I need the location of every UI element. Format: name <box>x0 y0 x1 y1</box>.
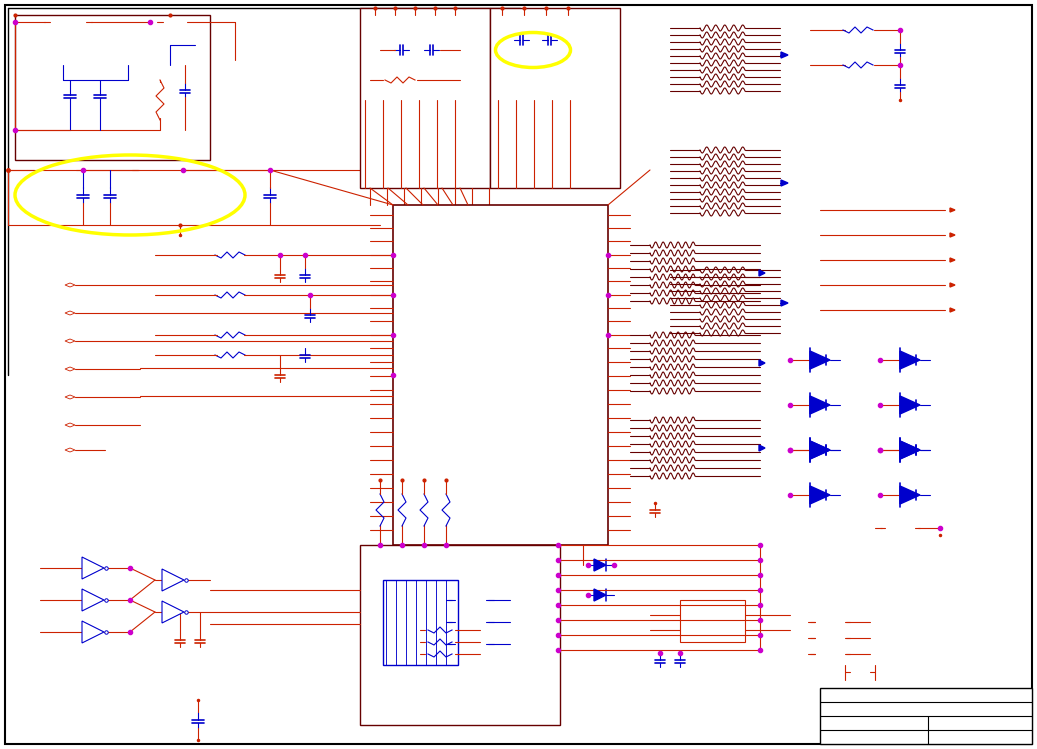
Polygon shape <box>810 441 830 459</box>
Polygon shape <box>759 360 765 366</box>
Polygon shape <box>65 395 75 399</box>
Polygon shape <box>759 270 765 276</box>
Polygon shape <box>65 311 75 315</box>
Polygon shape <box>759 445 765 451</box>
Polygon shape <box>950 258 955 262</box>
Polygon shape <box>810 441 830 459</box>
Polygon shape <box>82 621 104 643</box>
Bar <box>360 8 491 188</box>
Bar <box>15 15 211 160</box>
Polygon shape <box>781 300 788 306</box>
Polygon shape <box>900 396 920 414</box>
Polygon shape <box>65 367 75 371</box>
Bar <box>820 688 1032 744</box>
Polygon shape <box>781 180 788 186</box>
Polygon shape <box>162 569 184 591</box>
Polygon shape <box>810 396 830 414</box>
Polygon shape <box>82 589 104 611</box>
Polygon shape <box>781 52 788 58</box>
Polygon shape <box>162 601 184 623</box>
Polygon shape <box>950 208 955 212</box>
Polygon shape <box>950 283 955 287</box>
Bar <box>393 205 608 545</box>
Polygon shape <box>594 589 606 601</box>
Bar <box>680 600 745 642</box>
Bar <box>383 580 458 665</box>
Polygon shape <box>900 351 920 369</box>
Polygon shape <box>950 233 955 237</box>
Polygon shape <box>900 441 920 459</box>
Polygon shape <box>950 308 955 312</box>
Polygon shape <box>65 423 75 427</box>
Polygon shape <box>65 283 75 287</box>
Bar <box>491 8 620 188</box>
Polygon shape <box>900 441 920 459</box>
Polygon shape <box>65 448 75 452</box>
Polygon shape <box>810 486 830 504</box>
Polygon shape <box>82 557 104 579</box>
Polygon shape <box>810 351 830 369</box>
Polygon shape <box>900 486 920 504</box>
Polygon shape <box>594 559 606 571</box>
Polygon shape <box>65 339 75 343</box>
Bar <box>360 545 560 725</box>
